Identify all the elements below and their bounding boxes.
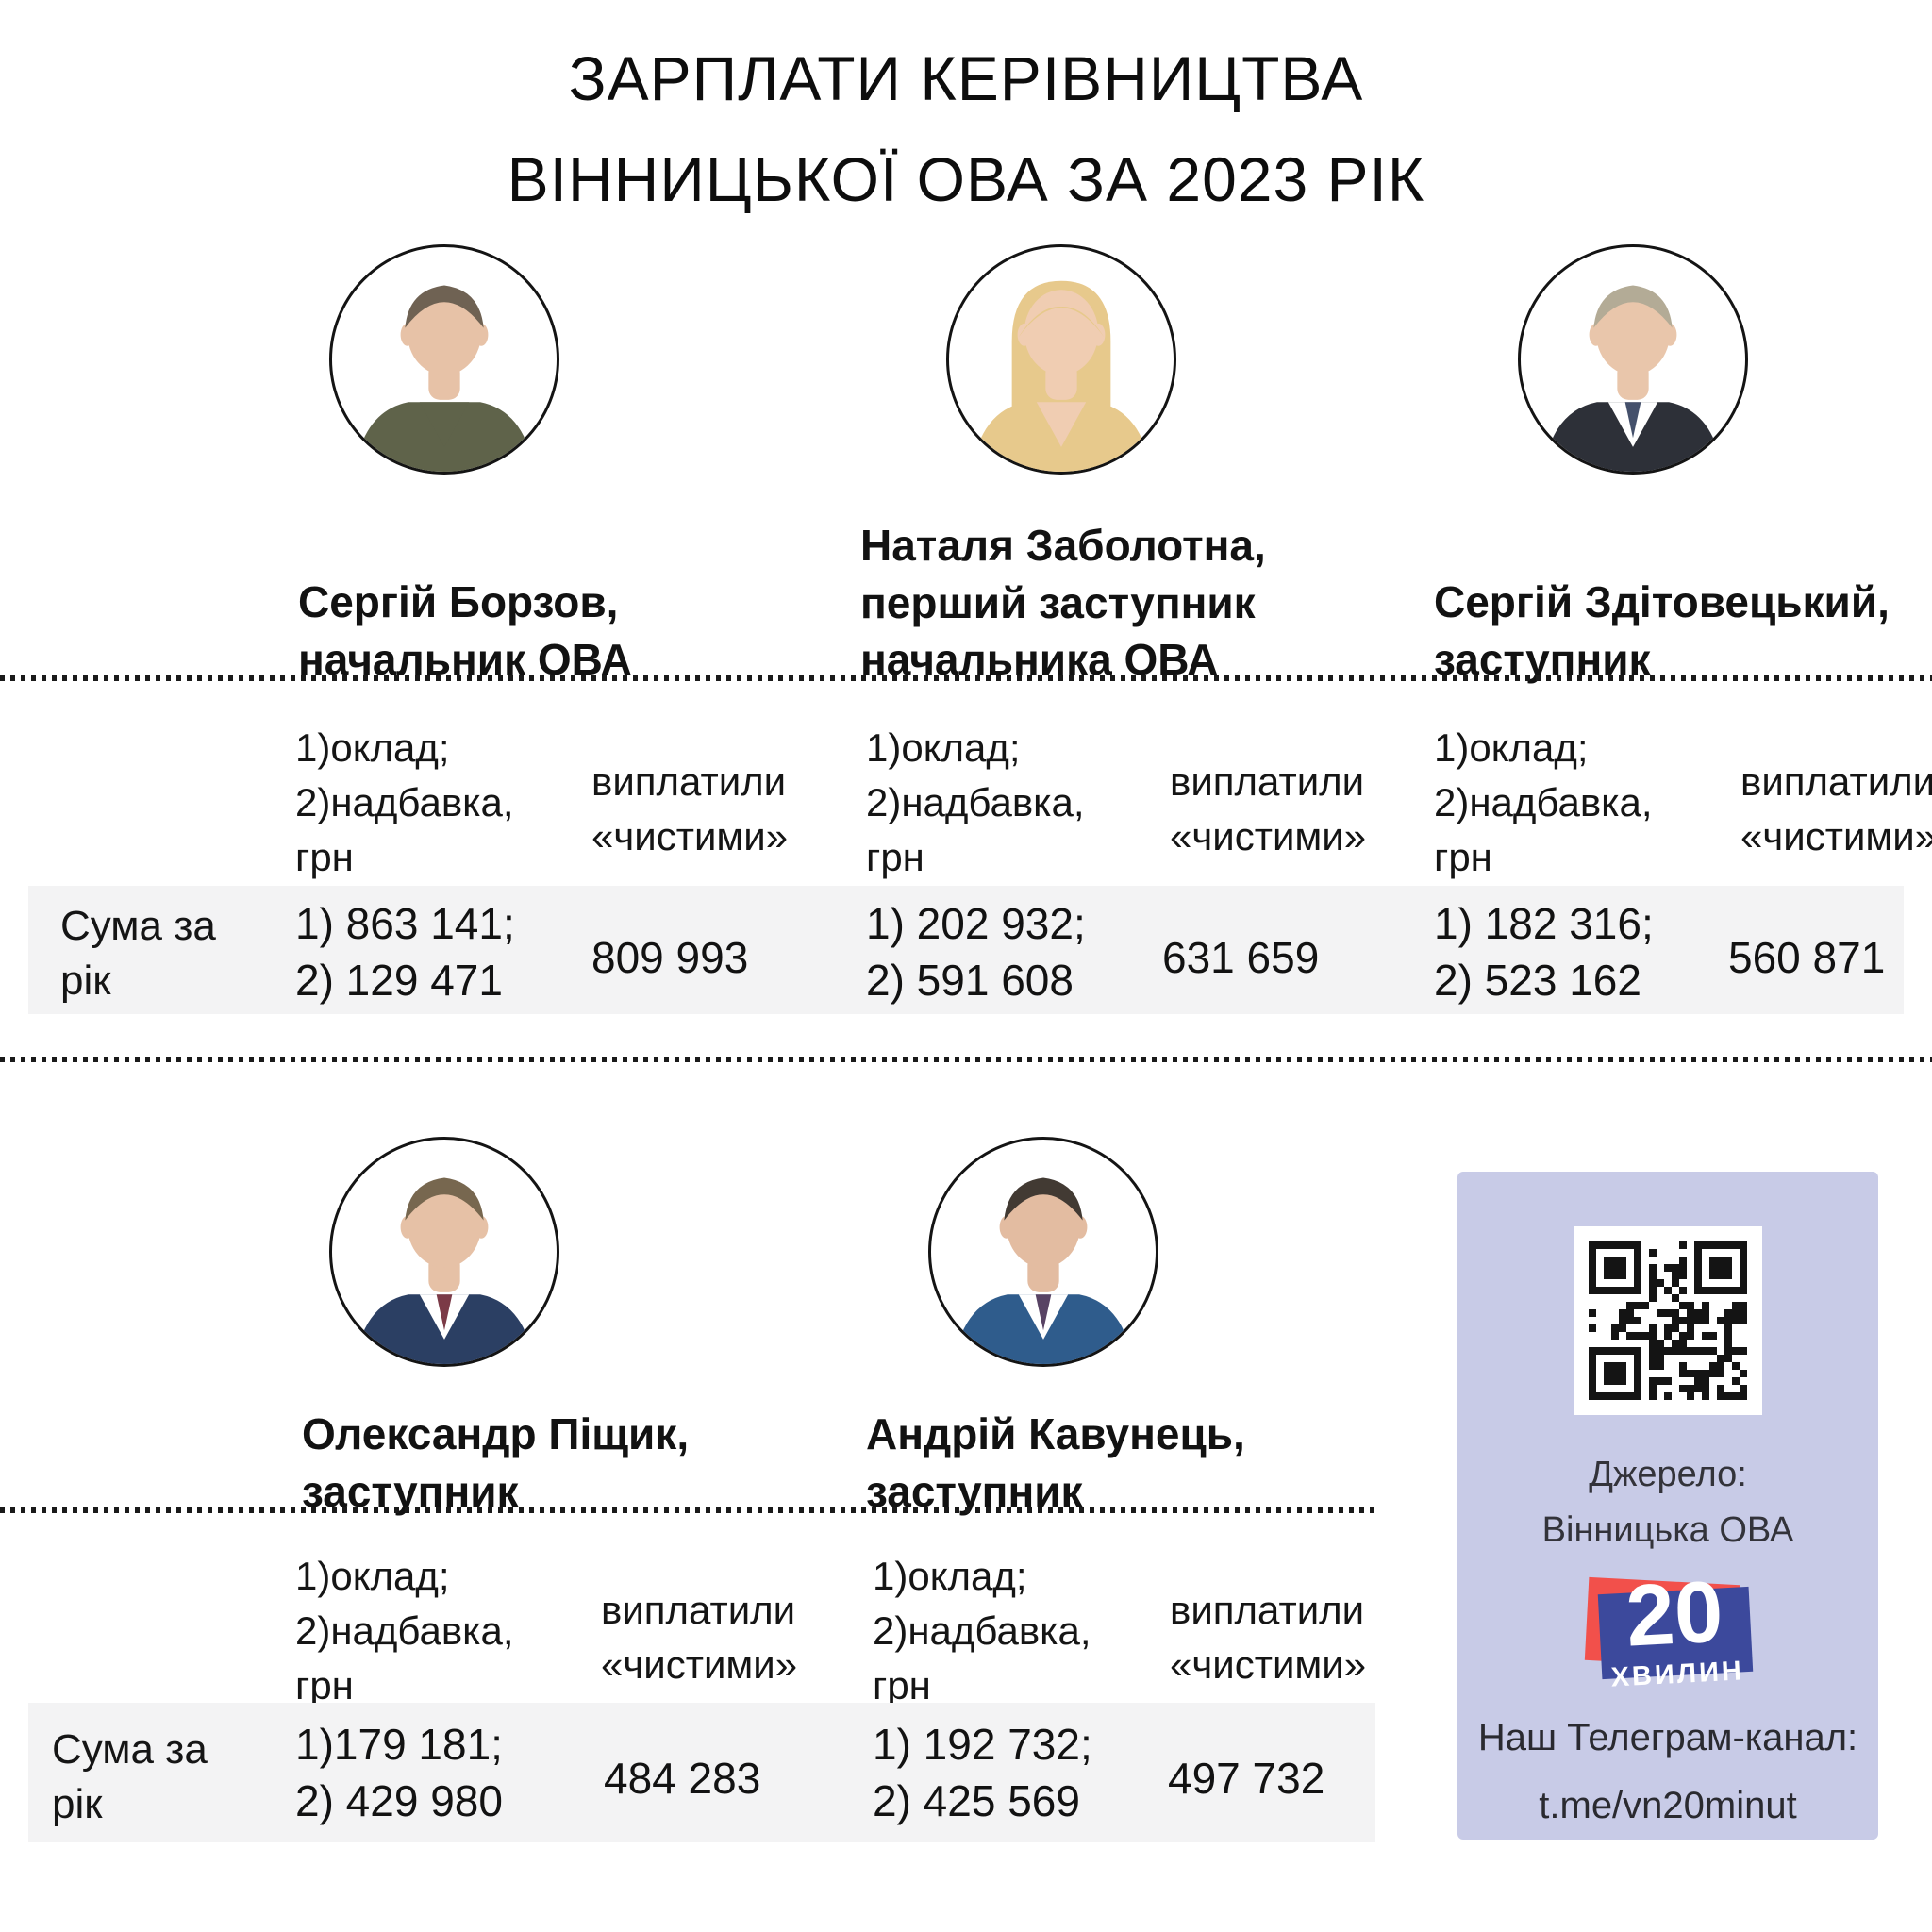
- page-title-line2: ВІННИЦЬКОЇ ОВА ЗА 2023 РІК: [507, 143, 1425, 214]
- salary-header-col3: 1)оклад; 2)надбавка, грн: [1434, 725, 1653, 879]
- person-name-zabolotna: Наталя Заболотна, перший заступник начал…: [860, 517, 1266, 689]
- net-value-zditovetskyi: 560 871: [1728, 933, 1886, 982]
- table-row-band-bottom: [28, 1703, 1375, 1842]
- person-name-borzov: Сергій Борзов, начальник ОВА: [298, 574, 632, 688]
- net-header-col4: виплатили «чистими»: [601, 1588, 798, 1687]
- person-photo-pishchyk: [329, 1137, 559, 1367]
- source-text: Джерело: Вінницька ОВА: [1542, 1447, 1794, 1558]
- net-header-col1: виплатили «чистими»: [591, 759, 789, 858]
- logo-number: 20: [1624, 1563, 1725, 1665]
- dotted-divider-bottom: [0, 1507, 1375, 1513]
- person-name: Олександр Піщик,: [302, 1409, 690, 1458]
- salary-value-zabolotna: 1) 202 932; 2) 591 608: [866, 899, 1086, 1005]
- net-header-col3: виплатили «чистими»: [1740, 759, 1932, 858]
- source-name: Вінницька ОВА: [1541, 1509, 1794, 1550]
- person-role: перший заступник начальника ОВА: [860, 577, 1256, 685]
- net-value-zabolotna: 631 659: [1162, 933, 1320, 982]
- salary-header-col2: 1)оклад; 2)надбавка, грн: [866, 725, 1085, 879]
- salary-header-col5: 1)оклад; 2)надбавка, грн: [873, 1554, 1091, 1707]
- person-avatar-icon: [1542, 285, 1724, 472]
- net-header-col5: виплатили «чистими»: [1170, 1588, 1367, 1687]
- source-panel: Джерело: Вінницька ОВА 20 хвилин Наш Тел…: [1457, 1172, 1878, 1840]
- person-avatar-icon: [354, 1177, 535, 1364]
- dotted-divider-top: [0, 675, 1932, 681]
- net-value-kavunets: 497 732: [1168, 1754, 1325, 1803]
- page-title-line1: ЗАРПЛАТИ КЕРІВНИЦТВА: [568, 43, 1364, 113]
- person-name: Сергій Борзов,: [298, 577, 619, 626]
- qr-code: [1574, 1226, 1762, 1415]
- logo-20-khvylyn: 20 хвилин: [1584, 1563, 1754, 1692]
- salary-header-col4: 1)оклад; 2)надбавка, грн: [295, 1554, 514, 1707]
- person-name-pishchyk: Олександр Піщик, заступник: [302, 1406, 689, 1520]
- salary-value-pishchyk: 1)179 181; 2) 429 980: [295, 1720, 503, 1825]
- person-photo-zabolotna: [946, 244, 1176, 475]
- person-name: Сергій Здітовецький,: [1434, 577, 1890, 626]
- net-value-pishchyk: 484 283: [604, 1754, 761, 1803]
- row-label-bottom: Сума за рік: [52, 1726, 208, 1828]
- telegram-info: Наш Телеграм-канал: t.me/vn20minut: [1478, 1704, 1857, 1840]
- dotted-divider-middle: [0, 1057, 1932, 1062]
- person-name: Андрій Кавунець,: [866, 1409, 1245, 1458]
- page-title: ЗАРПЛАТИ КЕРІВНИЦТВА ВІННИЦЬКОЇ ОВА ЗА 2…: [0, 28, 1932, 230]
- person-photo-kavunets: [928, 1137, 1158, 1367]
- person-avatar-icon: [953, 1177, 1134, 1364]
- source-label: Джерело:: [1589, 1455, 1747, 1494]
- salary-value-borzov: 1) 863 141; 2) 129 471: [295, 899, 515, 1005]
- net-header-col2: виплатили «чистими»: [1170, 759, 1367, 858]
- person-name-kavunets: Андрій Кавунець, заступник: [866, 1406, 1245, 1520]
- salary-header-col1: 1)оклад; 2)надбавка, грн: [295, 725, 514, 879]
- person-name-zditovetskyi: Сергій Здітовецький, заступник: [1434, 574, 1890, 688]
- telegram-url: t.me/vn20minut: [1539, 1785, 1797, 1826]
- table-row-band-top: [28, 886, 1904, 1014]
- person-name: Наталя Заболотна,: [860, 521, 1266, 570]
- telegram-label: Наш Телеграм-канал:: [1477, 1717, 1858, 1758]
- logo-blue-square: 20 хвилин: [1597, 1563, 1754, 1692]
- salary-value-zditovetskyi: 1) 182 316; 2) 523 162: [1434, 899, 1654, 1005]
- net-value-borzov: 809 993: [591, 933, 749, 982]
- person-avatar-icon: [354, 285, 535, 472]
- person-photo-zditovetskyi: [1518, 244, 1748, 475]
- logo-word: хвилин: [1609, 1656, 1745, 1693]
- person-avatar-icon: [971, 280, 1152, 472]
- person-photo-borzov: [329, 244, 559, 475]
- salary-value-kavunets: 1) 192 732; 2) 425 569: [873, 1720, 1092, 1825]
- row-label-top: Сума за рік: [60, 903, 216, 1005]
